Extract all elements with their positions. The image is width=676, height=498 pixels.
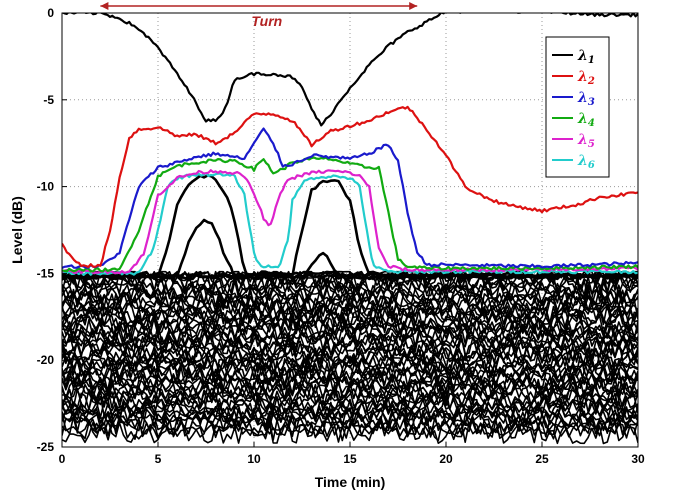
y-tick-label: -10 — [37, 180, 55, 194]
x-tick-label: 5 — [155, 452, 162, 466]
legend-subscript: 4 — [588, 118, 595, 129]
turn-label: Turn — [251, 13, 282, 29]
x-tick-label: 30 — [631, 452, 645, 466]
x-tick-label: 0 — [59, 452, 66, 466]
legend-subscript: 5 — [588, 139, 595, 150]
legend-subscript: 2 — [587, 76, 595, 87]
x-axis-label: Time (min) — [315, 474, 386, 490]
legend-symbol: λ — [577, 111, 588, 127]
legend-subscript: 1 — [588, 55, 595, 66]
legend-symbol: λ — [577, 48, 588, 64]
y-tick-label: 0 — [47, 6, 54, 20]
y-tick-label: -15 — [37, 266, 55, 280]
x-tick-label: 20 — [439, 452, 453, 466]
legend-symbol: λ — [577, 69, 588, 85]
x-tick-label: 10 — [247, 452, 261, 466]
y-tick-label: -25 — [37, 440, 55, 454]
legend-symbol: λ — [577, 132, 588, 148]
legend-subscript: 3 — [588, 97, 595, 108]
legend-symbol: λ — [577, 90, 588, 106]
legend-subscript: 6 — [588, 160, 595, 171]
x-tick-label: 25 — [535, 452, 549, 466]
y-tick-label: -5 — [43, 93, 54, 107]
x-tick-label: 15 — [343, 452, 357, 466]
y-axis-label: Level (dB) — [9, 196, 25, 264]
y-tick-label: -20 — [37, 353, 55, 367]
legend-symbol: λ — [577, 153, 588, 169]
